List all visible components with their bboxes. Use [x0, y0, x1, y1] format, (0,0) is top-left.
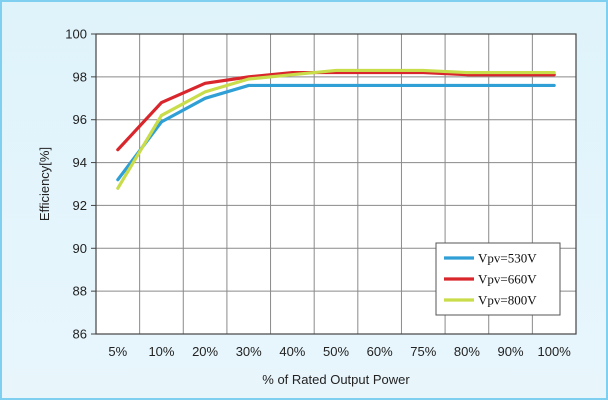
x-tick-label: 75% [410, 344, 436, 359]
x-tick-label: 90% [498, 344, 524, 359]
x-tick-label: 50% [323, 344, 349, 359]
x-tick-label: 100% [538, 344, 572, 359]
legend-label: Vpv=660V [478, 272, 537, 287]
x-axis-ticks: 5% 10% 20% 30% 40% 50% 60% 75% 80% 90% 100% [108, 344, 571, 359]
x-axis-label: % of Rated Output Power [262, 372, 410, 387]
x-tick-label: 40% [279, 344, 305, 359]
series-line-3 [116, 68, 556, 190]
y-axis-ticks: 86 88 90 92 94 96 98 100 [65, 27, 96, 342]
x-tick-label: 5% [108, 344, 127, 359]
y-axis-label: Efficiency[%] [37, 147, 52, 221]
legend-label: Vpv=530V [478, 251, 537, 266]
x-tick-label: 60% [367, 344, 393, 359]
y-tick-label: 96 [73, 112, 87, 127]
x-tick-label: 30% [236, 344, 262, 359]
y-tick-label: 86 [73, 327, 87, 342]
legend: Vpv=530V Vpv=660V Vpv=800V [435, 242, 561, 316]
y-tick-label: 90 [73, 241, 87, 256]
plot-border [95, 33, 577, 335]
series-lines [116, 68, 556, 190]
series-line-1 [116, 83, 556, 182]
x-tick-label: 80% [454, 344, 480, 359]
y-tick-label: 92 [73, 198, 87, 213]
legend-label: Vpv=800V [478, 293, 537, 308]
x-tick-label: 20% [192, 344, 218, 359]
y-tick-label: 88 [73, 284, 87, 299]
x-tick-label: 10% [148, 344, 174, 359]
y-tick-label: 100 [65, 27, 87, 42]
y-tick-label: 98 [73, 69, 87, 84]
y-tick-label: 94 [73, 155, 87, 170]
series-line-2 [116, 70, 556, 152]
